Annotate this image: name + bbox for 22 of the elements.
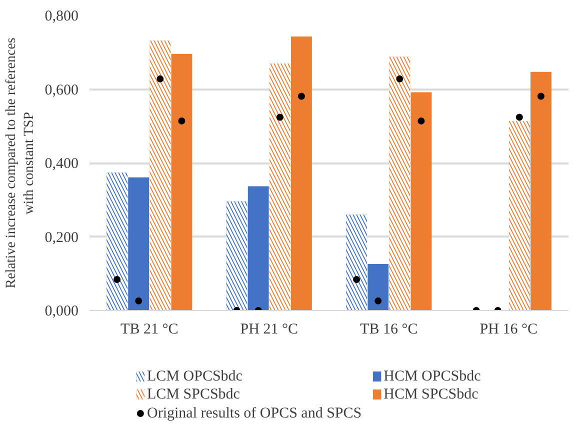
y-tick-label: 0,400 — [44, 156, 78, 172]
x-tick-label: TB 16 °C — [360, 322, 418, 338]
x-tick-label: TB 21 °C — [120, 322, 178, 338]
legend-label: HCM SPCSbdc — [384, 386, 479, 402]
bar — [128, 177, 150, 310]
y-axis-title: Relative increase compared to the references with constant TSP — [4, 38, 37, 288]
bar — [410, 92, 432, 310]
y-tick-label: 0,200 — [44, 230, 78, 246]
bar — [171, 54, 192, 310]
bar — [291, 36, 312, 310]
bar — [530, 72, 552, 310]
y-tick-label: 0,000 — [44, 304, 78, 320]
y-tick-label: 0,800 — [44, 8, 78, 24]
bar — [368, 264, 389, 310]
legend-label: HCM OPCSbdc — [384, 368, 482, 384]
legend-label: LCM SPCSbdc — [147, 386, 240, 402]
bar — [248, 186, 269, 310]
x-tick-label: PH 16 °C — [480, 322, 538, 338]
legend-label: LCM OPCSbdc — [147, 368, 243, 384]
legend-label: Original results of OPCS and SPCS — [147, 406, 362, 422]
y-tick-label: 0,600 — [44, 82, 78, 98]
x-tick-label: PH 21 °C — [240, 322, 298, 338]
